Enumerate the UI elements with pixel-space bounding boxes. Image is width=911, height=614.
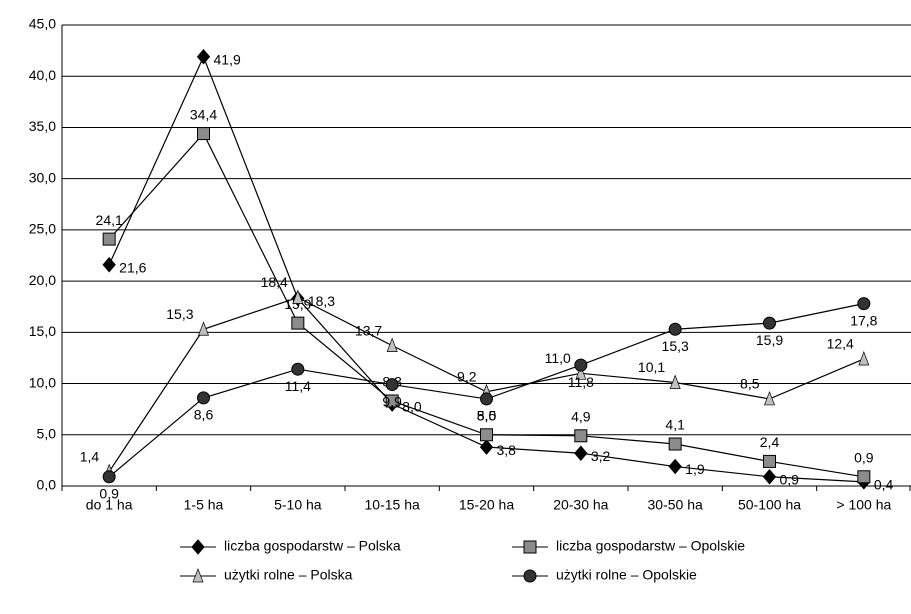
- marker: [523, 569, 537, 583]
- legend-label: użytki rolne – Polska: [224, 567, 353, 583]
- data-label: 8,6: [194, 407, 214, 423]
- y-tick-label: 25,0: [29, 221, 56, 237]
- data-label: 5,0: [477, 407, 497, 423]
- data-label: 0,4: [874, 477, 894, 493]
- y-tick-label: 20,0: [29, 272, 56, 288]
- marker: [102, 470, 116, 484]
- legend-label: liczba gospodarstw – Opolskie: [556, 538, 745, 554]
- marker: [191, 539, 205, 555]
- data-label: 12,4: [827, 336, 854, 352]
- marker: [857, 470, 871, 484]
- x-tick-label: 10-15 ha: [365, 497, 420, 513]
- y-tick-label: 35,0: [29, 118, 56, 134]
- data-label: 18,3: [308, 293, 335, 309]
- marker: [386, 337, 398, 353]
- marker: [763, 454, 776, 468]
- data-label: 3,2: [591, 448, 611, 464]
- data-label: 1,4: [80, 448, 100, 464]
- marker: [385, 394, 399, 408]
- data-label: 8,5: [477, 408, 497, 424]
- y-tick-label: 5,0: [37, 425, 57, 441]
- data-label: 17,8: [850, 312, 877, 328]
- data-label: 11,0: [545, 350, 571, 366]
- marker: [197, 127, 210, 141]
- marker: [102, 232, 116, 246]
- data-label: 8,5: [740, 376, 760, 392]
- x-tick-label: > 100 ha: [836, 497, 891, 513]
- x-tick-label: 1-5 ha: [184, 497, 224, 513]
- marker: [762, 469, 777, 485]
- data-label: 41,9: [214, 51, 241, 67]
- data-label: 21,6: [119, 259, 146, 275]
- y-tick-label: 40,0: [29, 67, 56, 83]
- data-label: 9,9: [382, 393, 402, 409]
- x-tick-label: 30-50 ha: [648, 497, 703, 513]
- marker: [197, 321, 210, 336]
- data-label: 0,9: [854, 449, 874, 465]
- marker: [763, 390, 776, 406]
- marker: [857, 297, 871, 311]
- x-tick-label: 50-100 ha: [738, 497, 801, 513]
- marker: [292, 289, 304, 304]
- data-label: 2,4: [760, 434, 780, 450]
- y-tick-label: 30,0: [29, 169, 56, 185]
- marker: [102, 256, 116, 273]
- marker: [479, 439, 494, 455]
- data-label: 4,1: [665, 417, 685, 433]
- x-tick-label: 20-30 ha: [553, 497, 608, 513]
- marker: [575, 365, 587, 380]
- marker: [523, 540, 537, 554]
- data-label: 18,4: [261, 274, 288, 290]
- x-tick-label: do 1 ha: [86, 497, 133, 513]
- y-tick-label: 15,0: [29, 323, 56, 339]
- x-tick-label: 5-10 ha: [274, 497, 322, 513]
- marker: [291, 362, 305, 376]
- data-label: 0,9: [780, 471, 800, 487]
- data-label: 1,9: [685, 461, 705, 477]
- data-label: 3,8: [497, 442, 517, 458]
- marker: [668, 322, 682, 336]
- y-tick-label: 0,0: [37, 477, 57, 493]
- marker: [480, 428, 493, 442]
- data-label: 0,9: [99, 485, 119, 501]
- marker: [574, 445, 588, 461]
- marker: [291, 316, 305, 330]
- data-label: 24,1: [96, 212, 123, 228]
- marker: [668, 437, 682, 451]
- data-label: 15,9: [756, 332, 783, 348]
- data-label: 13,7: [355, 322, 382, 338]
- marker: [385, 378, 399, 392]
- marker: [192, 568, 204, 583]
- data-label: 15,3: [166, 306, 193, 322]
- marker: [574, 358, 588, 372]
- marker: [668, 458, 682, 475]
- data-label: 11,4: [285, 378, 311, 394]
- marker: [196, 48, 211, 65]
- marker: [763, 316, 776, 330]
- marker: [197, 391, 210, 405]
- series-line: [108, 132, 864, 478]
- legend-label: liczba gospodarstw – Polska: [224, 538, 401, 554]
- data-label: 34,4: [190, 106, 217, 122]
- data-label: 15,3: [662, 338, 689, 354]
- data-label: 9,2: [457, 368, 477, 384]
- y-tick-label: 45,0: [29, 16, 56, 32]
- marker: [669, 374, 681, 389]
- marker: [574, 429, 588, 443]
- data-label: 10,1: [638, 359, 665, 375]
- marker: [858, 350, 870, 366]
- data-label: 4,9: [571, 409, 591, 425]
- legend-label: użytki rolne – Opolskie: [556, 567, 697, 583]
- data-label: 11,8: [568, 374, 594, 390]
- data-label: 8,0: [402, 399, 422, 415]
- marker: [480, 392, 493, 406]
- y-tick-label: 10,0: [29, 374, 56, 390]
- x-tick-label: 15-20 ha: [459, 497, 514, 513]
